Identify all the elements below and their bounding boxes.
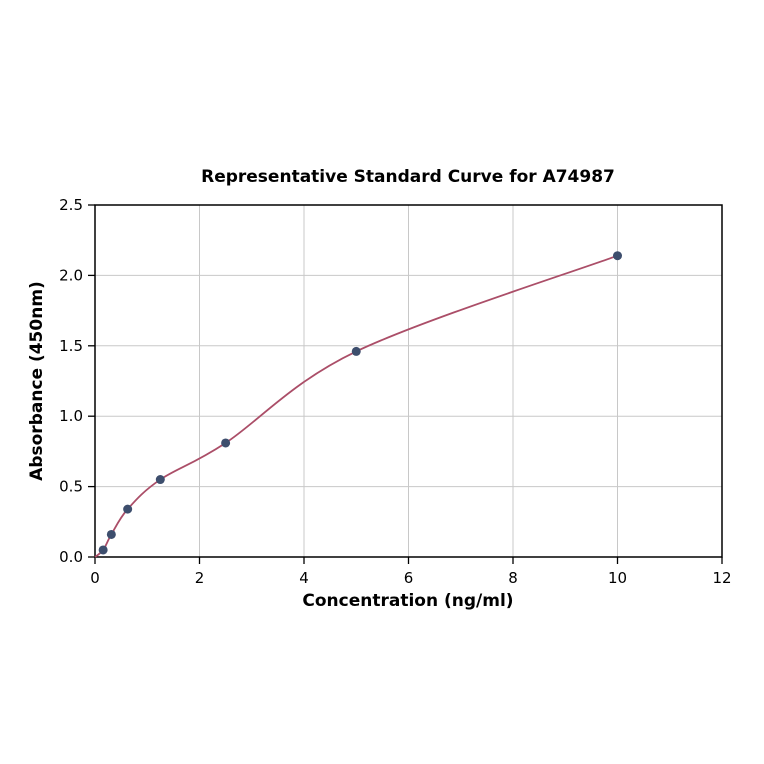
data-point — [351, 346, 361, 356]
data-point — [123, 504, 133, 514]
y-tick-label: 1.5 — [59, 337, 83, 355]
y-axis-label: Absorbance (450nm) — [27, 281, 47, 481]
x-tick-label: 4 — [299, 569, 309, 587]
y-tick-label: 0.0 — [59, 548, 83, 566]
data-point — [221, 438, 231, 448]
y-tick-label: 2.5 — [59, 196, 83, 214]
x-tick-label: 0 — [90, 569, 100, 587]
data-point — [155, 475, 165, 485]
y-tick-label: 1.0 — [59, 407, 83, 425]
fit-curve — [94, 254, 618, 558]
data-point — [106, 529, 116, 539]
x-tick-label: 10 — [608, 569, 627, 587]
plot-area: 0 2 4 6 8 10 12 0.0 0.5 1.0 1.5 2.0 2.5 — [59, 196, 731, 587]
x-axis-label: Concentration (ng/ml) — [302, 591, 513, 611]
chart-title: Representative Standard Curve for A74987 — [201, 167, 615, 187]
data-point — [613, 251, 622, 261]
data-point — [98, 545, 108, 555]
x-tick-label: 12 — [712, 569, 731, 587]
x-tick-label: 8 — [508, 569, 518, 587]
y-tick-label: 2.0 — [59, 266, 83, 284]
y-tick-label: 0.5 — [59, 478, 83, 496]
x-tick-label: 6 — [404, 569, 414, 587]
x-tick-label: 2 — [195, 569, 205, 587]
grid-layer — [94, 204, 723, 558]
